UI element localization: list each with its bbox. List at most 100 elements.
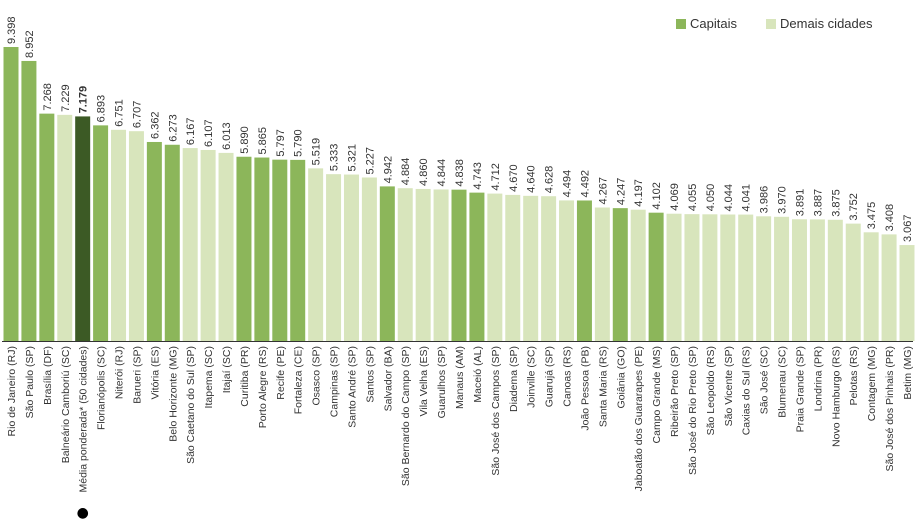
legend-item-capitals: Capitais: [676, 16, 737, 31]
category-label: Contagem (MG): [866, 346, 878, 421]
data-label: 4.712: [490, 163, 502, 191]
data-label: 4.041: [741, 184, 753, 212]
bar: [756, 216, 772, 341]
category-label: Diadema (SP): [508, 346, 520, 412]
data-label: 4.884: [400, 158, 412, 186]
bar: [720, 214, 736, 341]
bar: [254, 157, 270, 341]
category-label: Pelotas (RS): [848, 346, 860, 406]
data-label: 5.227: [364, 147, 376, 175]
data-label: 3.875: [830, 189, 842, 217]
data-label: 3.986: [759, 186, 771, 214]
data-label: 7.179: [78, 86, 90, 114]
bar: [559, 200, 575, 341]
bar: [630, 209, 646, 341]
bar: [308, 168, 324, 341]
bar: [774, 216, 790, 341]
data-label: 8.952: [24, 30, 36, 58]
average-marker: ●: [77, 505, 89, 519]
bar: [182, 148, 198, 341]
bar: [236, 156, 252, 341]
category-label: São Bernardo do Campo (SP): [400, 346, 412, 486]
bar: [523, 195, 539, 341]
category-label: São José dos Pinhais (PR): [884, 346, 896, 471]
bar: [594, 207, 610, 341]
data-label: 4.050: [705, 184, 717, 212]
bar: [648, 212, 664, 341]
data-label: 6.362: [149, 111, 161, 139]
category-label: Praia Grande (SP): [794, 346, 806, 432]
category-label: Vitória (ES): [149, 346, 161, 400]
category-label: Santa Maria (RS): [597, 346, 609, 427]
bar: [469, 192, 485, 341]
data-label: 4.670: [508, 164, 520, 192]
category-label: João Pessoa (PB): [579, 346, 591, 431]
category-label: Fortaleza (CE): [293, 346, 305, 414]
data-label: 4.055: [687, 184, 699, 212]
category-label: Curitiba (PR): [239, 346, 251, 407]
bar: [541, 196, 557, 341]
category-label: Londrina (PR): [812, 346, 824, 411]
legend-swatch-others: [766, 18, 776, 29]
category-label: Recife (PE): [275, 346, 287, 400]
data-label: 5.797: [275, 129, 287, 157]
data-label: 4.860: [418, 158, 430, 186]
category-label: Ribeirão Preto (SP): [669, 346, 681, 437]
bar: [791, 219, 807, 341]
bar: [39, 113, 55, 341]
data-label: 4.942: [382, 156, 394, 184]
data-label: 5.890: [239, 126, 251, 154]
data-label: 3.475: [866, 202, 878, 230]
data-label: 3.752: [848, 193, 860, 221]
data-label: 3.887: [812, 189, 824, 217]
data-label: 5.321: [346, 144, 358, 172]
bar: [433, 189, 449, 341]
data-label: 6.013: [221, 122, 233, 150]
bar: [809, 219, 825, 341]
bar: [863, 232, 879, 341]
category-label: Guarulhos (SP): [436, 346, 448, 418]
bar: [218, 152, 234, 341]
category-label: Itajaí (SC): [221, 346, 233, 393]
data-label: 3.067: [902, 215, 914, 243]
data-label: 5.865: [257, 127, 269, 155]
bar: [272, 159, 288, 341]
data-label: 4.102: [651, 182, 663, 210]
data-label: 6.107: [203, 119, 215, 147]
category-label: São Leopoldo (RS): [705, 346, 717, 435]
data-label: 6.273: [167, 114, 179, 142]
bar: [666, 213, 682, 341]
category-label: Jaboatão dos Guararapes (PE): [633, 346, 645, 491]
category-label: São José do Rio Preto (SP): [687, 346, 699, 475]
data-label: 4.044: [723, 184, 735, 212]
bar: [200, 149, 216, 341]
legend-item-others: Demais cidades: [766, 16, 873, 31]
category-label: Média ponderada* (50 cidades): [78, 346, 90, 493]
category-label: Santo André (SP): [346, 346, 358, 428]
data-label: 5.790: [293, 129, 305, 157]
category-label: Maceió (AL): [472, 346, 484, 403]
data-label: 7.229: [60, 84, 72, 112]
category-label: Blumenau (SC): [777, 346, 789, 418]
category-label: Belo Horizonte (MG): [167, 346, 179, 442]
bar: [111, 129, 127, 341]
data-label: 4.247: [615, 178, 627, 206]
category-label: Barueri (SP): [131, 346, 143, 404]
category-label: Porto Alegre (RS): [257, 346, 269, 428]
bar: [899, 245, 915, 341]
category-label: São Vicente (SP): [723, 346, 735, 426]
data-label: 4.069: [669, 183, 681, 211]
bar: [343, 174, 359, 341]
category-label: Rio de Janeiro (RJ): [6, 346, 18, 436]
bar: [164, 144, 180, 341]
data-label: 3.891: [794, 189, 806, 217]
data-label: 4.743: [472, 162, 484, 190]
category-label: Vila Velha (ES): [418, 346, 430, 416]
bar: [702, 214, 718, 341]
data-label: 4.197: [633, 179, 645, 207]
data-label: 9.398: [6, 16, 18, 44]
bar: [146, 141, 162, 341]
category-label: Balneário Camboriú (SC): [60, 346, 72, 463]
category-label: Niterói (RJ): [114, 346, 126, 399]
